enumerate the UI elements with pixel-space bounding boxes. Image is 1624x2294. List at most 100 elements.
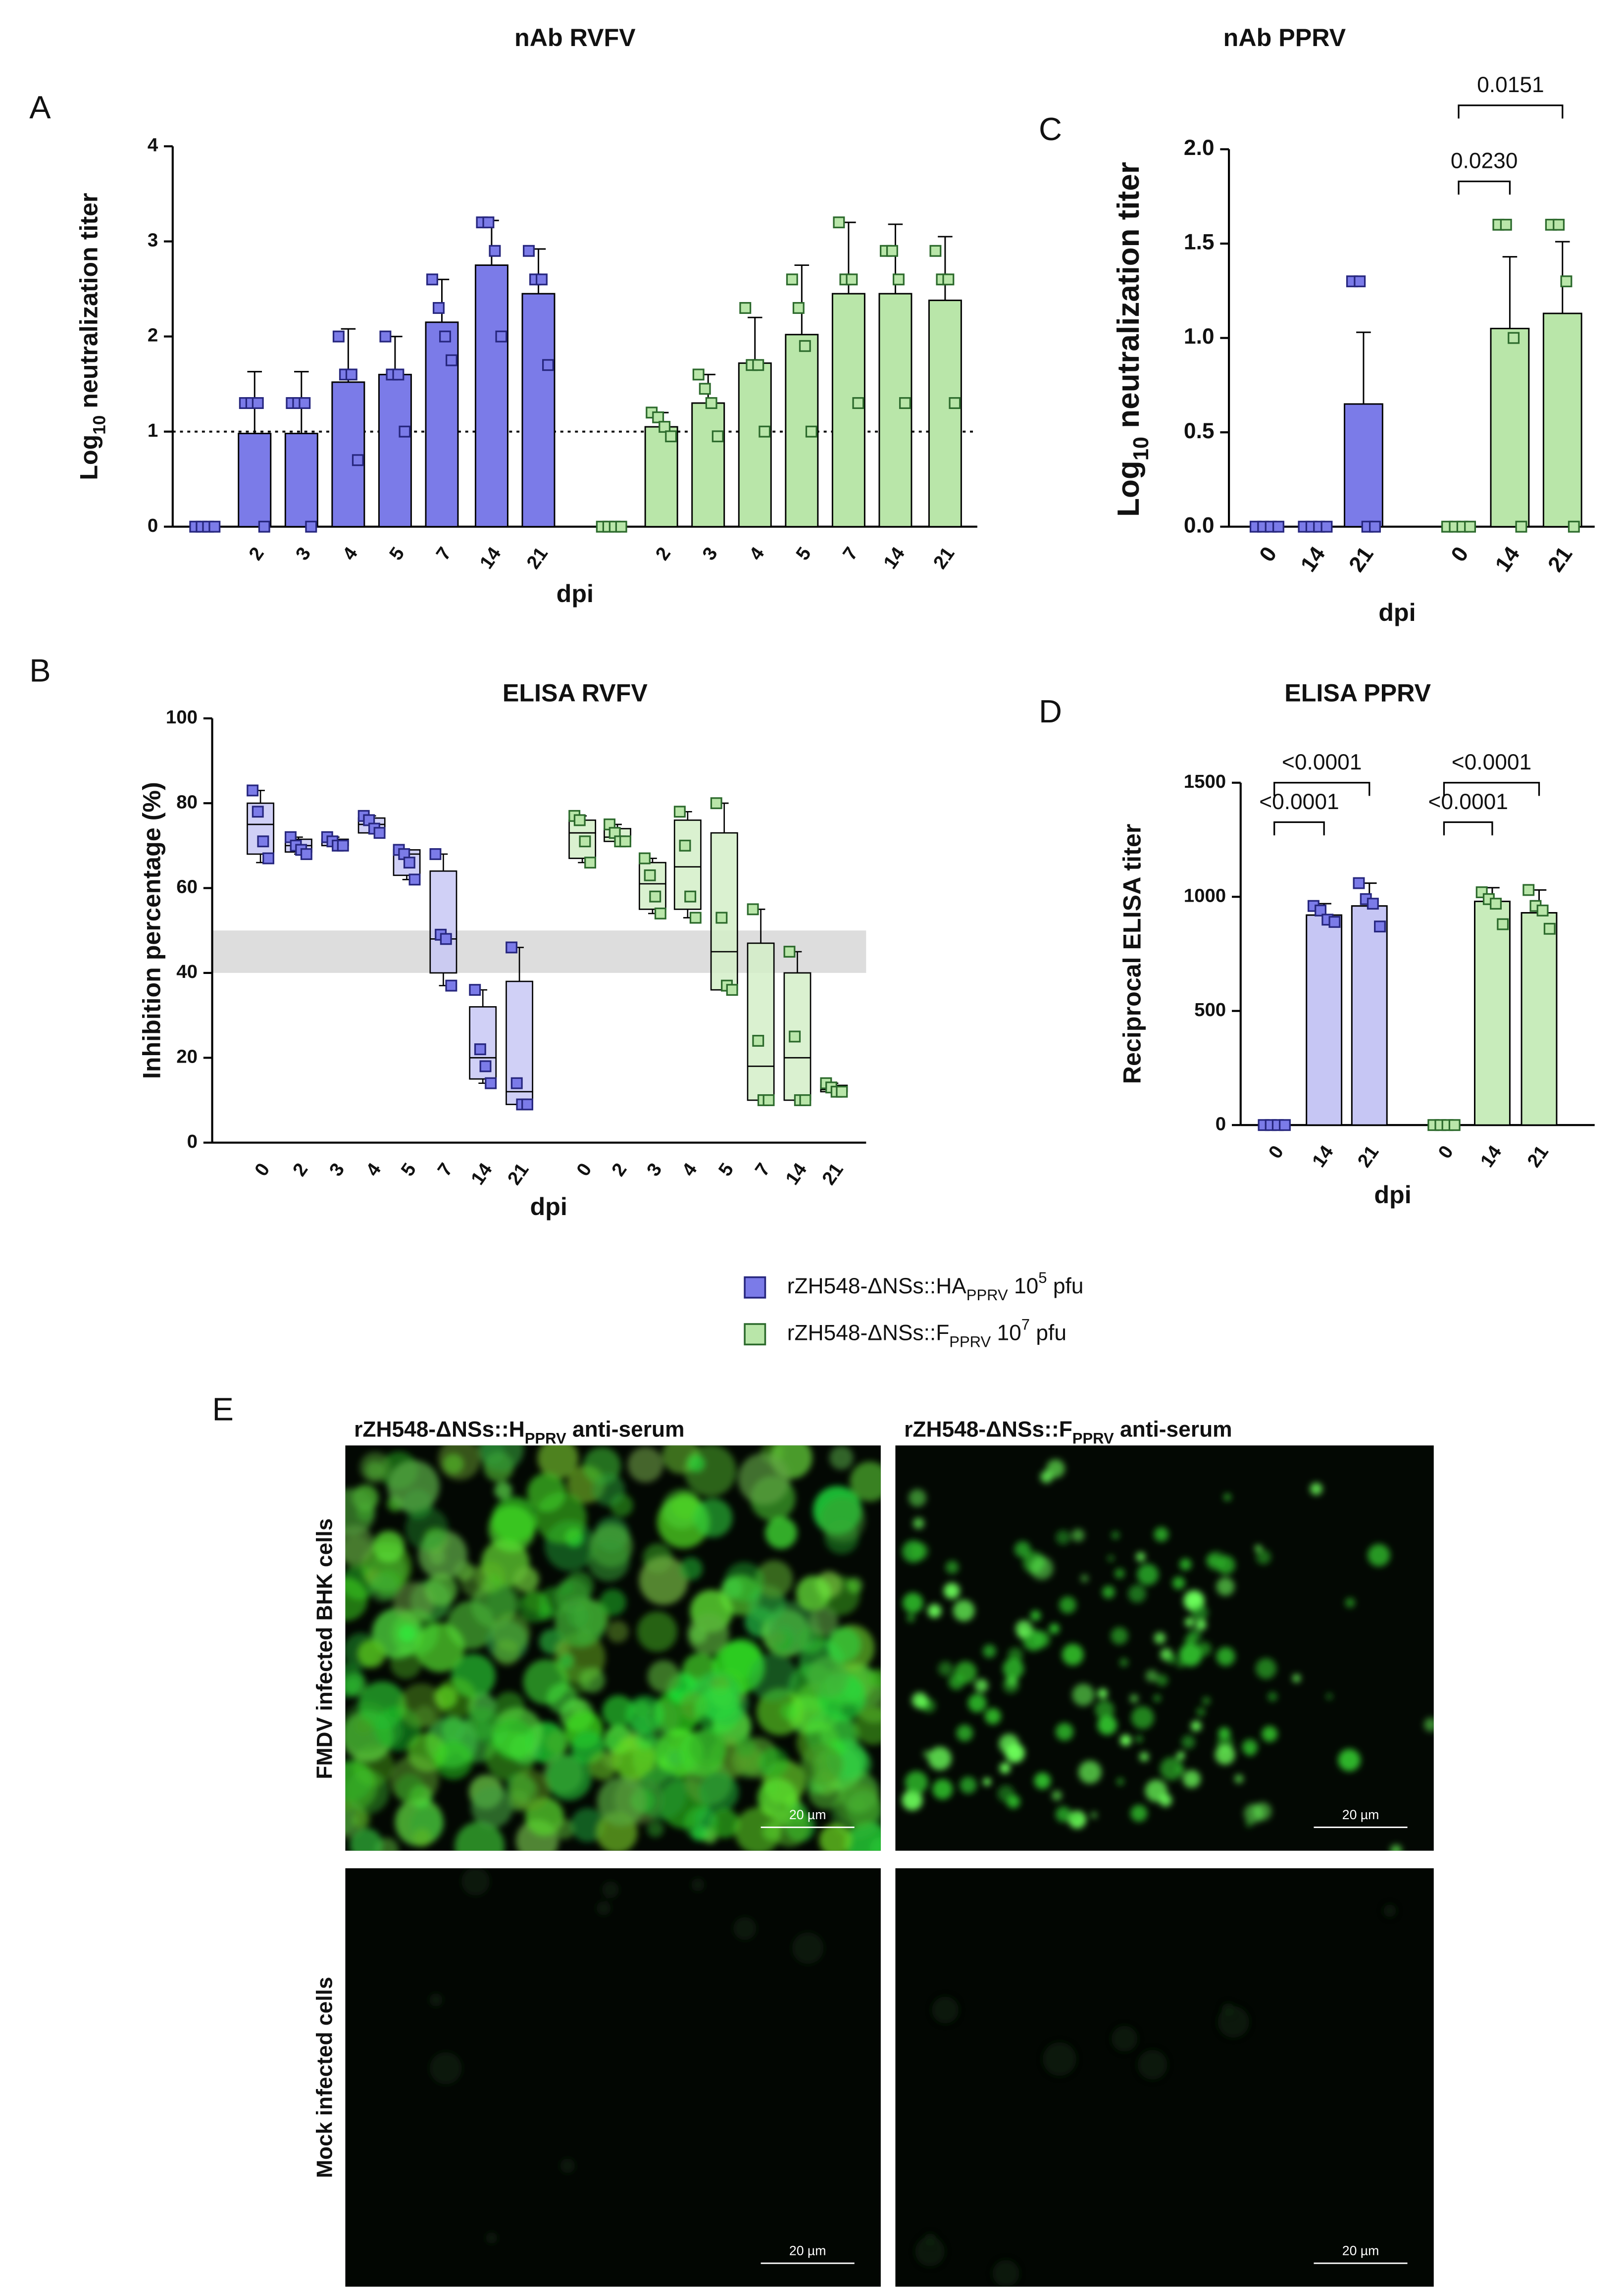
x-tick-label: 0: [1265, 1142, 1288, 1163]
significance-bracket: [1443, 782, 1540, 796]
cell-signal: [960, 1777, 977, 1794]
cell-signal: [589, 1752, 617, 1781]
cell-signal: [1072, 1814, 1080, 1822]
cell-signal: [770, 1631, 786, 1646]
cell-signal: [1071, 1529, 1085, 1542]
y-tick-label: 80: [176, 791, 198, 813]
cell-signal: [953, 1599, 975, 1622]
cell-signal: [1107, 1555, 1115, 1562]
data-point: [408, 873, 421, 886]
data-point: [429, 848, 442, 860]
data-point: [711, 430, 724, 443]
data-point: [949, 397, 961, 409]
cell-signal: [647, 1820, 664, 1837]
cell-signal: [710, 1808, 740, 1838]
data-point: [445, 979, 457, 992]
cell-signal: [599, 1589, 626, 1616]
data-point: [726, 984, 738, 996]
cell-signal: [369, 1573, 398, 1602]
cell-signal: [647, 1660, 680, 1693]
data-point: [445, 354, 457, 366]
cell-signal: [984, 1708, 1001, 1725]
x-tick-label: 4: [362, 1159, 386, 1180]
cell-signal: [1129, 1694, 1139, 1703]
cell-signal: [943, 1582, 960, 1599]
data-point: [332, 330, 345, 343]
cell-signal: [491, 1613, 530, 1652]
cell-signal: [1181, 1735, 1195, 1749]
cell-signal: [848, 1823, 881, 1851]
cell-signal: [1216, 1555, 1235, 1575]
cell-signal: [1003, 1658, 1024, 1680]
bar: [474, 264, 508, 528]
cell-signal: [509, 1769, 551, 1811]
cell-signal: [1383, 1904, 1397, 1918]
data-point: [252, 806, 264, 818]
data-point: [485, 1077, 497, 1089]
cell-signal: [801, 1743, 843, 1786]
cell-signal: [1156, 1674, 1168, 1686]
data-point: [1320, 520, 1333, 533]
cell-signal: [733, 1917, 757, 1940]
cell-signal: [1112, 1531, 1119, 1539]
data-point: [352, 454, 364, 466]
cell-signal: [1137, 2049, 1167, 2080]
cell-signal: [1197, 1641, 1212, 1656]
data-point: [1522, 884, 1535, 896]
data-point: [1568, 520, 1580, 533]
cell-signal: [983, 1778, 991, 1786]
cell-signal: [602, 1695, 635, 1728]
data-point: [474, 1043, 486, 1056]
cell-signal: [579, 1667, 605, 1693]
cell-signal: [1268, 1692, 1277, 1702]
cell-signal: [391, 1609, 439, 1656]
bar: [284, 433, 318, 528]
bar: [878, 293, 913, 528]
significance-label: <0.0001: [1428, 790, 1508, 814]
y-tick-label: 20: [176, 1046, 198, 1067]
cell-signal: [1326, 1693, 1332, 1700]
cell-signal: [1424, 1718, 1434, 1732]
legend-part: 10: [1008, 1274, 1039, 1298]
cell-signal: [734, 1807, 782, 1851]
cell-signal: [807, 1656, 849, 1698]
cell-signal: [570, 1699, 586, 1714]
cell-signal: [1184, 1617, 1195, 1628]
significance-bracket: [1458, 180, 1511, 195]
cell-signal: [820, 1497, 865, 1542]
cell-signal: [1007, 1794, 1020, 1809]
data-point: [584, 857, 597, 869]
cell-signal: [1014, 1541, 1031, 1558]
data-point: [1448, 1119, 1461, 1131]
cell-signal: [749, 1653, 798, 1702]
header-part: anti-serum: [566, 1417, 685, 1441]
cell-signal: [1216, 1647, 1235, 1666]
cell-signal: [455, 1821, 505, 1851]
cell-signal: [1175, 1765, 1184, 1774]
cell-signal: [425, 1573, 457, 1606]
bar: [644, 426, 678, 528]
y-axis-label-sub: 10: [90, 415, 109, 435]
panel-label: D: [1039, 693, 1062, 729]
cell-signal: [689, 1728, 728, 1767]
cell-signal: [738, 1453, 790, 1505]
data-point: [482, 216, 495, 229]
cell-signal: [999, 1762, 1011, 1774]
data-point: [644, 869, 656, 881]
data-point: [1278, 1119, 1291, 1131]
cell-signal: [931, 1996, 959, 2024]
x-tick-label: 2: [245, 543, 268, 564]
x-tick-label: 14: [1476, 1141, 1506, 1171]
x-tick-label: 5: [792, 543, 815, 564]
bar: [1351, 905, 1388, 1126]
data-point: [426, 273, 438, 286]
legend-sup: 5: [1038, 1269, 1047, 1286]
y-tick-label: 40: [176, 961, 198, 982]
cell-signal: [1179, 1643, 1202, 1667]
cell-signal: [1215, 1744, 1235, 1765]
data-point: [1515, 520, 1527, 533]
data-point: [1354, 275, 1366, 288]
legend-label: rZH548-ΔNSs::HAPPRV 105 pfu: [787, 1269, 1084, 1304]
data-point: [1374, 920, 1386, 933]
